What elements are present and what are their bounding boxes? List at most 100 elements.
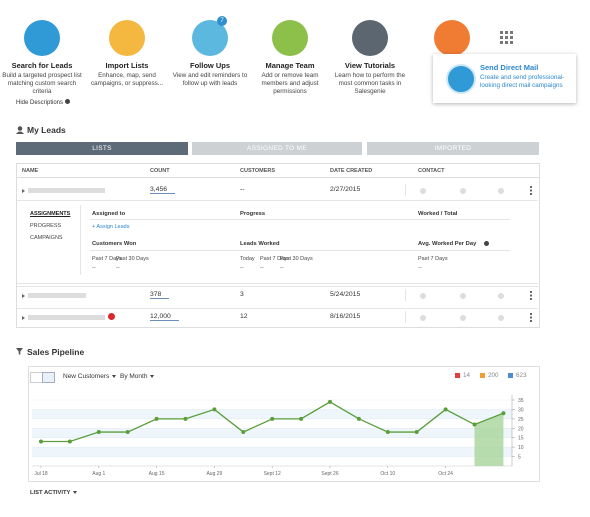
name-placeholder <box>28 315 105 320</box>
tab[interactable]: LISTS <box>16 142 188 155</box>
count[interactable]: 378 <box>150 291 170 299</box>
action-description: Add or remove team members and adjust pe… <box>261 72 319 95</box>
period-value: -- <box>240 265 244 271</box>
expand-arrow <box>22 316 25 320</box>
action-description: Learn how to perform the most common tas… <box>334 72 406 95</box>
period-dropdown[interactable]: By Month <box>120 373 154 380</box>
column-header: DATE CREATED <box>330 168 373 174</box>
column-header: CUSTOMERS <box>240 168 276 174</box>
list-activity[interactable]: LIST ACTIVITY <box>30 490 77 496</box>
contact-icon[interactable] <box>420 188 426 194</box>
count[interactable]: 3,456 <box>150 186 176 194</box>
label: Worked / Total <box>418 211 458 217</box>
period-label: Today <box>240 256 255 262</box>
period-label: Past 30 Days <box>280 256 313 262</box>
direct-mail-icon[interactable] <box>434 20 470 56</box>
date-created: 5/24/2015 <box>330 291 361 298</box>
list-activity-text[interactable]: LIST ACTIVITY <box>30 490 71 496</box>
hide-descriptions[interactable]: Hide Descriptions <box>16 99 70 106</box>
detail-menu[interactable]: CAMPAIGNS <box>30 235 63 241</box>
action-title[interactable]: Import Lists <box>105 61 149 70</box>
customers: 12 <box>240 313 248 320</box>
popup-description: Create and send professional-looking dir… <box>480 74 565 89</box>
divider <box>405 311 406 323</box>
column-header: NAME <box>22 168 39 174</box>
follow-ups-icon[interactable] <box>192 20 228 56</box>
tab[interactable]: ASSIGNED TO ME <box>192 142 362 155</box>
action-description: View and edit reminders to follow up wit… <box>172 72 248 87</box>
action-title[interactable]: Manage Team <box>265 61 315 70</box>
expand-arrow <box>22 294 25 298</box>
label: Customers Won <box>92 241 137 247</box>
contact-icon[interactable] <box>420 315 426 321</box>
tutorials-icon[interactable] <box>352 20 388 56</box>
label: Assigned to <box>92 211 126 217</box>
action-description: Build a targeted prospect list matching … <box>2 72 82 95</box>
date-created: 8/16/2015 <box>330 313 361 320</box>
badge: 7 <box>217 16 227 26</box>
metric-text[interactable]: New Customers <box>63 373 110 380</box>
divider <box>80 205 81 275</box>
contact-icon[interactable] <box>498 315 504 321</box>
divider <box>405 289 406 301</box>
contact-icon[interactable] <box>498 188 504 194</box>
divider <box>17 286 538 287</box>
metric-dropdown[interactable]: New Customers <box>63 373 116 380</box>
count[interactable]: 12,000 <box>150 313 179 321</box>
period-value: -- <box>280 265 284 271</box>
contact-icon[interactable] <box>460 293 466 299</box>
info-icon[interactable] <box>484 241 489 246</box>
column-header: CONTACT <box>418 168 445 174</box>
period-label: Past 30 Days <box>116 256 149 262</box>
detail-menu[interactable]: PROGRESS <box>30 223 62 229</box>
divider <box>90 219 510 220</box>
contact-icon[interactable] <box>460 188 466 194</box>
legend-value: 200 <box>488 372 499 379</box>
period-value: -- <box>92 265 96 271</box>
period-value: -- <box>116 265 120 271</box>
expand-arrow <box>22 189 25 193</box>
hide-descriptions-text[interactable]: Hide Descriptions <box>16 100 64 106</box>
import-icon[interactable] <box>109 20 145 56</box>
filter-icon <box>16 348 23 355</box>
row-menu[interactable] <box>530 186 532 195</box>
tab[interactable]: IMPORTED <box>367 142 539 155</box>
search-icon[interactable] <box>24 20 60 56</box>
action-title[interactable]: Search for Leads <box>11 61 73 70</box>
label: Leads Worked <box>240 241 280 247</box>
assign-leads[interactable]: + Assign Leads <box>92 224 130 230</box>
action-title[interactable]: View Tutorials <box>344 61 396 70</box>
divider <box>90 250 510 251</box>
bar-toggle[interactable] <box>42 372 55 383</box>
contact-icon[interactable] <box>460 315 466 321</box>
contact-icon[interactable] <box>498 293 504 299</box>
divider <box>17 308 538 309</box>
chart-box <box>28 366 540 482</box>
customers: 3 <box>240 291 244 298</box>
row-menu[interactable] <box>530 291 532 300</box>
row-menu[interactable] <box>530 313 532 322</box>
name-placeholder <box>28 293 86 298</box>
action-description: Enhance, map, send campaigns, or suppres… <box>90 72 164 87</box>
date-created: 2/27/2015 <box>330 186 361 193</box>
period-text[interactable]: By Month <box>120 373 148 380</box>
name-placeholder <box>28 188 105 193</box>
popup-icon <box>446 64 476 94</box>
contact-icon[interactable] <box>420 293 426 299</box>
leads-table <box>16 163 540 328</box>
apps-icon[interactable] <box>500 31 514 45</box>
customers: -- <box>240 186 245 193</box>
column-header: COUNT <box>150 168 170 174</box>
legend-value: 14 <box>463 372 471 379</box>
team-icon[interactable] <box>272 20 308 56</box>
pipeline-title: Sales Pipeline <box>27 347 85 357</box>
alert-icon <box>108 313 115 320</box>
detail-panel <box>17 200 538 284</box>
period-value: -- <box>418 265 422 271</box>
legend-value: 623 <box>516 372 527 379</box>
user-icon <box>16 126 24 134</box>
popup-title[interactable]: Send Direct Mail <box>480 63 539 72</box>
detail-menu[interactable]: ASSIGNMENTS <box>30 211 71 217</box>
action-title[interactable]: Follow Ups <box>190 61 230 70</box>
